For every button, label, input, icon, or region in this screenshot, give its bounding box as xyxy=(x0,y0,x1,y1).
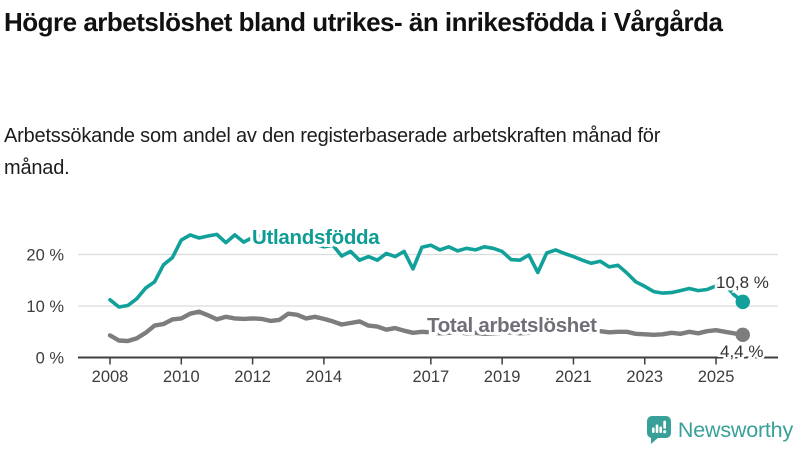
brand-name: Newsworthy xyxy=(677,417,793,442)
y-tick-label-10: 10 % xyxy=(26,298,64,316)
newsworthy-logo[interactable]: Newsworthy xyxy=(646,414,793,446)
x-tick-label-2019: 2019 xyxy=(484,368,521,386)
end-value-label-total: 4,4 % xyxy=(720,342,763,361)
chart-subtitle: Arbetssökande som andel av den registerb… xyxy=(4,125,661,179)
newsworthy-chart-bubble-icon xyxy=(646,415,671,445)
series-line-utlandsfodda xyxy=(108,232,745,309)
series-end-dot-utlandsfodda xyxy=(735,294,750,310)
end-value-label-utlandsfodda: 10,8 % xyxy=(716,273,769,292)
x-tick-label-2014: 2014 xyxy=(306,368,343,386)
x-tick-label-2012: 2012 xyxy=(234,368,271,386)
series-label-utlandsfodda: Utlandsfödda xyxy=(252,226,380,249)
y-tick-label-20: 20 % xyxy=(26,247,64,265)
series-label-total: Total arbetslöshet xyxy=(427,314,597,337)
x-tick-label-2023: 2023 xyxy=(626,368,663,386)
x-tick-label-2010: 2010 xyxy=(163,368,200,386)
x-tick-label-2017: 2017 xyxy=(412,368,449,386)
x-tick-label-2008: 2008 xyxy=(92,368,129,386)
page-title: Högre arbetslöshet bland utrikes- än inr… xyxy=(4,7,723,37)
x-tick-label-2025: 2025 xyxy=(698,368,735,386)
series-end-dot-total xyxy=(735,327,750,343)
series-line-total xyxy=(107,309,745,344)
y-tick-label-0: 0 % xyxy=(36,350,65,368)
x-tick-label-2021: 2021 xyxy=(555,368,592,386)
